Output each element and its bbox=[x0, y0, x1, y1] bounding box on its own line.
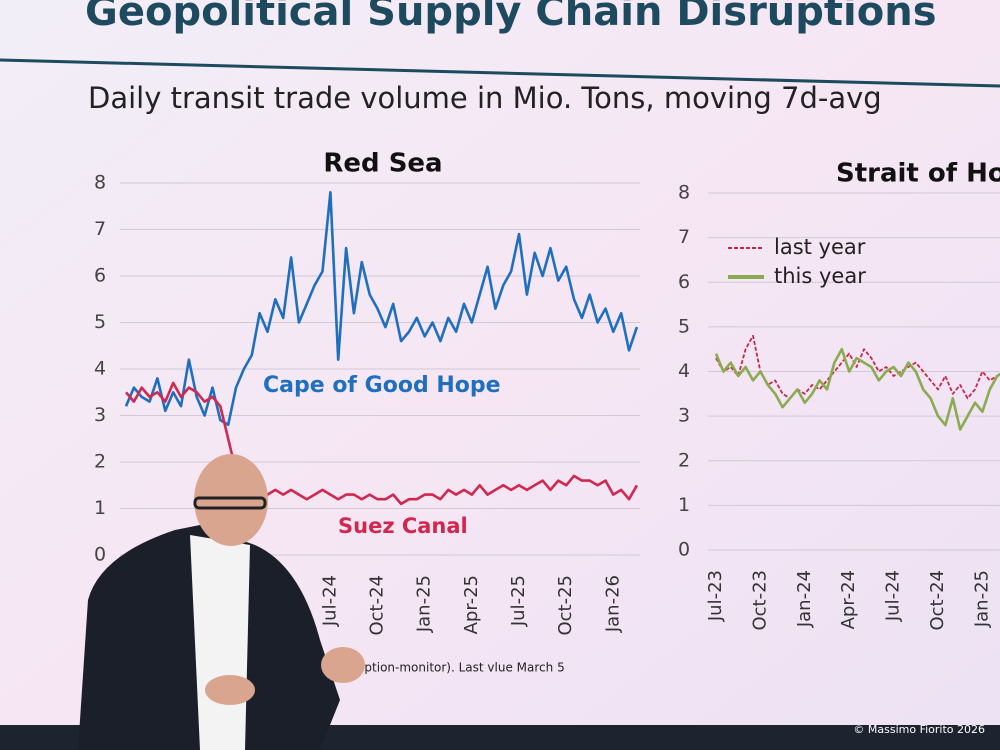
x-tick-label: Jul-24 bbox=[319, 575, 340, 627]
y-tick-label: 2 bbox=[678, 449, 690, 471]
x-tick-label: Jul-24 bbox=[883, 570, 904, 622]
x-tick-label: Jan-25 bbox=[414, 575, 435, 633]
x-tick-label: Jan-24 bbox=[794, 570, 815, 628]
series-label: Cape of Good Hope bbox=[263, 373, 501, 398]
y-tick-label: 0 bbox=[678, 539, 690, 561]
x-tick-label: Jan-25 bbox=[971, 570, 992, 628]
y-tick-label: 1 bbox=[94, 497, 106, 519]
y-tick-label: 6 bbox=[94, 265, 106, 287]
series-line bbox=[714, 347, 1000, 431]
chart-title: Strait of Hormuz bbox=[836, 159, 1000, 189]
y-tick-label: 2 bbox=[94, 451, 106, 473]
y-tick-label: 5 bbox=[678, 315, 690, 337]
x-tick-label: Oct-24 bbox=[367, 575, 388, 636]
y-tick-label: 8 bbox=[678, 182, 690, 204]
y-tick-label: 0 bbox=[94, 544, 106, 566]
y-tick-label: 7 bbox=[94, 218, 106, 240]
x-tick-label: Oct-25 bbox=[555, 575, 576, 636]
x-tick-label: Jan-26 bbox=[602, 575, 623, 633]
y-tick-label: 1 bbox=[678, 494, 690, 516]
x-tick-label: Apr-24 bbox=[838, 570, 859, 629]
series-line bbox=[125, 381, 639, 506]
x-tick-label: Oct-24 bbox=[927, 570, 948, 631]
y-tick-label: 3 bbox=[94, 404, 106, 426]
photo-credit: © Massimo Fiorito 2026 bbox=[853, 723, 985, 736]
x-tick-label: Oct-23 bbox=[749, 570, 770, 631]
series-label: Suez Canal bbox=[338, 514, 468, 538]
y-tick-label: 7 bbox=[678, 226, 690, 248]
legend-label: this year bbox=[774, 264, 866, 288]
y-tick-label: 4 bbox=[678, 360, 690, 382]
y-tick-label: 8 bbox=[94, 172, 106, 194]
speaker-glasses bbox=[193, 496, 267, 510]
source-note: (disruption-monitor). Last vlue March 5 bbox=[330, 661, 565, 675]
speaker-hand bbox=[321, 647, 365, 683]
speaker bbox=[78, 454, 365, 750]
speaker-head bbox=[194, 454, 268, 546]
series-line bbox=[124, 191, 639, 427]
speaker-hand bbox=[205, 675, 255, 705]
y-tick-label: 3 bbox=[678, 405, 690, 427]
slide-title: Geopolitical Supply Chain Disruptions bbox=[85, 0, 937, 35]
legend-label: last year bbox=[774, 235, 866, 259]
chart-title: Red Sea bbox=[323, 149, 442, 179]
speaker-shirt bbox=[190, 535, 250, 750]
x-tick-label: Apr-25 bbox=[461, 575, 482, 634]
subtitle: Daily transit trade volume in Mio. Tons,… bbox=[88, 81, 882, 115]
y-tick-label: 5 bbox=[94, 311, 106, 333]
y-tick-label: 6 bbox=[678, 271, 690, 293]
charts: Red Sea 0 1 2 3 4 5 6 7 8 Apr-24 Jul-24 Oct-24 Jan-25… bbox=[94, 149, 1000, 636]
y-tick-label: 4 bbox=[94, 358, 106, 380]
title-rule bbox=[0, 58, 1000, 88]
x-tick-label: Jul-25 bbox=[508, 575, 529, 627]
x-tick-label: Jul-23 bbox=[705, 570, 726, 622]
